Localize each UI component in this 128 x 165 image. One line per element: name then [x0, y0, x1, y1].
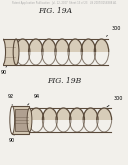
Text: 300: 300 [107, 96, 123, 107]
Polygon shape [55, 39, 69, 52]
Text: FIG. 19B: FIG. 19B [47, 77, 81, 85]
Text: 90: 90 [8, 135, 14, 143]
Polygon shape [97, 108, 112, 120]
Polygon shape [56, 108, 71, 120]
Polygon shape [42, 39, 56, 52]
Text: FIG. 19A: FIG. 19A [38, 7, 72, 15]
Bar [3, 39, 16, 65]
Text: 94: 94 [28, 94, 39, 105]
Bar [15, 109, 28, 131]
Ellipse shape [0, 39, 6, 65]
Polygon shape [81, 39, 96, 52]
Polygon shape [29, 39, 43, 52]
Text: 300: 300 [106, 26, 121, 36]
FancyBboxPatch shape [16, 39, 108, 65]
Polygon shape [68, 39, 82, 52]
Ellipse shape [27, 108, 32, 132]
FancyBboxPatch shape [29, 108, 111, 132]
Bar [12, 106, 29, 134]
Text: 90: 90 [1, 66, 7, 75]
Polygon shape [94, 39, 109, 52]
Text: Patent Application Publication   Jul. 12, 2007  Sheet 13 of 23   US 2007/0158388: Patent Application Publication Jul. 12, … [12, 1, 116, 5]
Ellipse shape [13, 39, 19, 65]
Polygon shape [70, 108, 84, 120]
Polygon shape [15, 39, 30, 52]
Polygon shape [42, 108, 57, 120]
Text: 92: 92 [7, 94, 14, 105]
Ellipse shape [10, 106, 15, 134]
Polygon shape [29, 108, 44, 120]
Polygon shape [83, 108, 98, 120]
